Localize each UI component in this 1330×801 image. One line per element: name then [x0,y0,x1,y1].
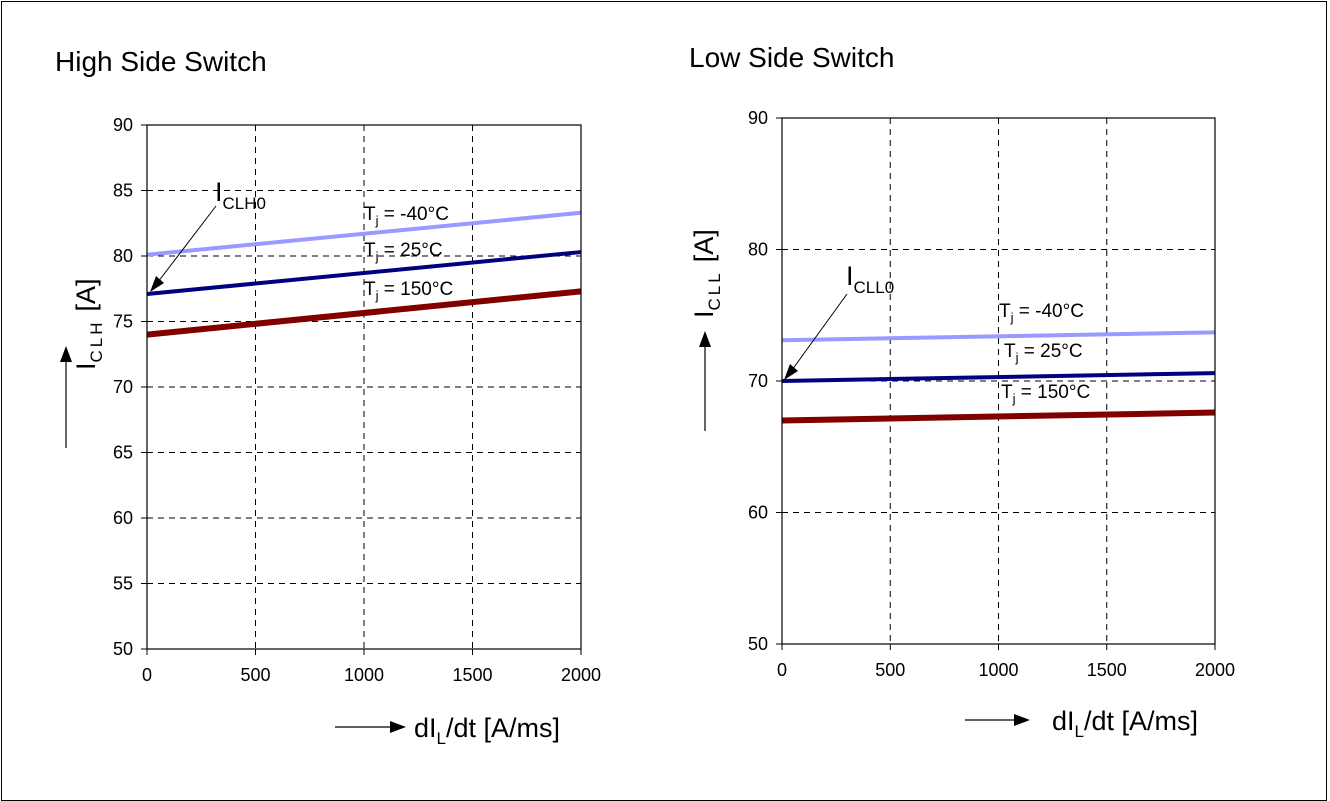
x-tick-label: 1000 [344,665,384,685]
series-line [146,250,582,296]
series-label-25: Tj = 25°C [364,240,443,264]
y-tick-label: 65 [113,443,133,463]
y-tick-label: 80 [748,240,768,260]
y-axis-label: ICLH [A] [71,278,106,370]
series-label-150: Tj = 150°C [1001,382,1090,406]
annotation-label: ICLL0 [846,261,894,297]
y-axis-arrow [60,346,72,448]
svg-text:ICLL[A]: ICLL [A] [689,229,724,318]
series-label-150: Tj = 150°C [364,279,453,303]
x-tick-label: 2000 [1195,660,1235,680]
chart-high-side: High Side Switch 50 55 60 65 70 75 80 85 90 0 500… [55,46,601,748]
annotation-label: ICLH0 [215,177,266,213]
y-tick-label: 75 [113,312,133,332]
y-label-sub: CLL [705,270,724,310]
x-label-sub: L [1075,722,1084,741]
y-axis-label: ICLL [A] [689,229,724,318]
y-tick-label: 80 [113,246,133,266]
series-group [146,210,582,338]
series-label-minus40: Tj = -40°C [364,204,449,228]
x-tick-label: 500 [875,660,905,680]
series-line [781,371,1216,383]
y-tick-label: 50 [113,639,133,659]
x-axis-label: dIL/dt [A/ms] [1052,706,1198,741]
x-tick-label: 1500 [1087,660,1127,680]
series-line [781,409,1216,424]
y-tick-label: 60 [748,503,768,523]
y-tick-label: 60 [113,508,133,528]
series-label-25: Tj = 25°C [1004,341,1083,365]
x-label-main: dI [1052,706,1075,736]
y-axis-arrow [699,331,711,431]
x-axis-arrow [965,714,1030,726]
x-tick-label: 2000 [561,665,601,685]
x-axis-arrow [335,721,406,733]
x-tick-labels: 0 500 1000 1500 2000 [142,649,601,685]
y-tick-labels: 50 55 60 65 70 75 80 85 90 [113,115,147,659]
annotation-arrow [150,205,217,292]
y-tick-label: 85 [113,181,133,201]
x-label-unit: /dt [A/ms] [1084,706,1198,736]
chart-title: High Side Switch [55,46,267,77]
y-tick-label: 55 [113,574,133,594]
x-tick-label: 0 [777,660,787,680]
chart-title: Low Side Switch [689,42,894,73]
series-line [146,288,582,338]
y-tick-label: 90 [113,115,133,135]
y-tick-labels: 50 60 70 80 90 [748,108,782,654]
x-tick-label: 0 [142,665,152,685]
y-tick-label: 70 [113,377,133,397]
x-tick-label: 1000 [978,660,1018,680]
chart-low-side: Low Side Switch 50 60 70 80 90 0 500 1000 1500 2… [689,42,1235,741]
series-line [146,210,582,257]
y-label-unit: [A] [689,229,719,262]
series-label-minus40: Tj = -40°C [999,301,1084,325]
y-tick-label: 90 [748,108,768,128]
series-group [781,330,1216,424]
annotation-arrow [784,293,848,380]
series-line [781,330,1216,343]
x-label-sub: L [437,729,446,748]
x-label-unit: /dt [A/ms] [446,713,560,743]
y-tick-label: 70 [748,371,768,391]
x-tick-label: 500 [240,665,270,685]
y-label-main: I [71,362,101,370]
x-tick-labels: 0 500 1000 1500 2000 [777,644,1235,680]
y-label-main: I [689,310,719,318]
y-label-sub: CLH [87,319,106,362]
y-tick-label: 50 [748,634,768,654]
x-tick-label: 1500 [452,665,492,685]
x-axis-label: dIL/dt [A/ms] [414,713,560,748]
y-label-unit: [A] [71,278,101,311]
x-label-main: dI [414,713,437,743]
svg-text:ICLH[A]: ICLH [A] [71,278,106,370]
